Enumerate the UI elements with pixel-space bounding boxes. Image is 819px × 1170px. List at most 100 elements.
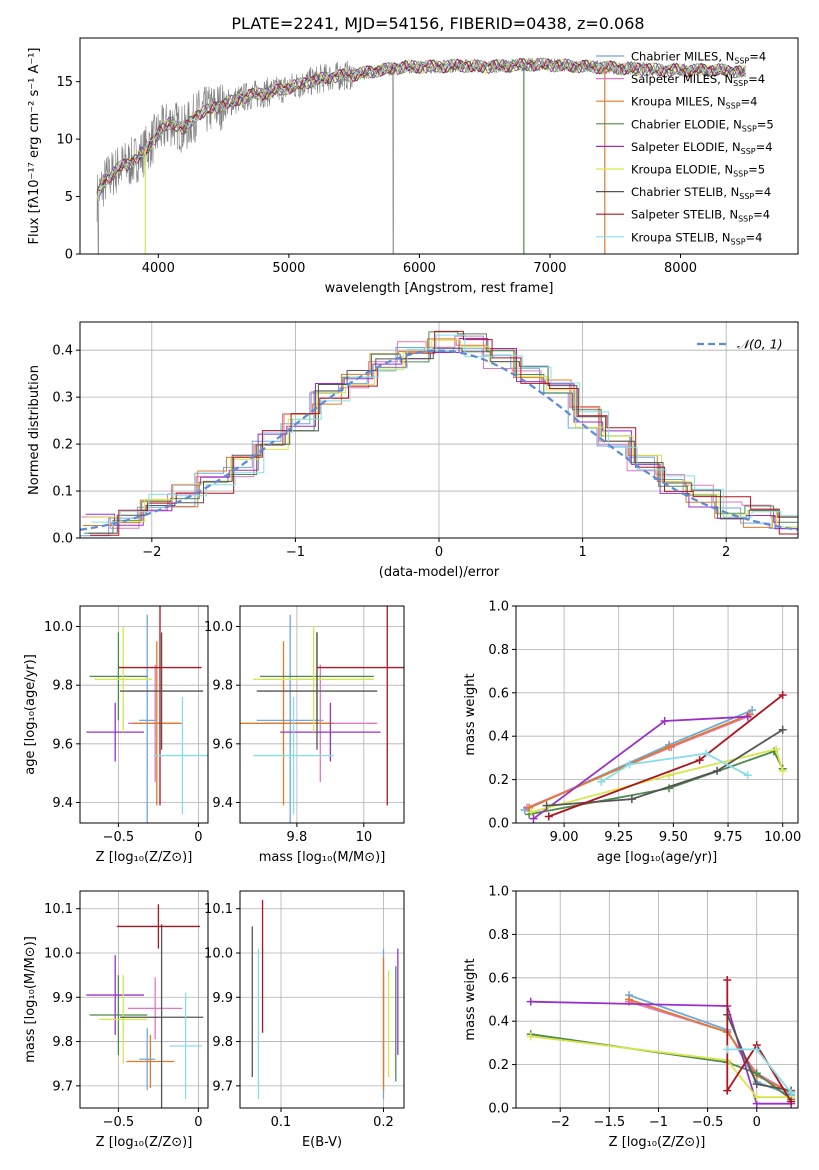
x-tick-label: 8000 [664, 261, 697, 276]
y-axis-label: age [log₁₀(age/yr)] [23, 654, 38, 775]
x-tick-label: 6000 [403, 261, 436, 276]
y-tick-label: 0.8 [488, 928, 509, 943]
y-axis-label: Flux [fλ10⁻¹⁷ erg cm⁻² s⁻¹ A⁻¹] [27, 48, 42, 245]
y-tick-label: 5 [65, 190, 73, 205]
errorbar-point [253, 696, 334, 815]
axes-frame [239, 605, 405, 824]
errorbar-point [128, 977, 183, 1040]
errorbar-point [253, 626, 374, 733]
y-axis-label: mass weight [463, 673, 478, 755]
plot-area [520, 690, 787, 823]
mass-weight-marker [526, 997, 535, 1006]
legend-label: Salpeter MILES, NSSP=4 [631, 72, 765, 88]
errorbar-point [86, 702, 144, 762]
y-tick-label: 0.1 [52, 485, 73, 500]
residual-histogram-step [90, 330, 798, 536]
errorbar-point [120, 632, 204, 750]
errorbar-point [99, 975, 148, 1064]
y-tick-label: 9.6 [212, 737, 233, 752]
x-axis-label: mass [log₁₀(M/M⊙)] [259, 850, 386, 865]
errorbar-point [240, 641, 334, 806]
x-tick-label: 7000 [533, 261, 566, 276]
mass-weight-marker [752, 1093, 761, 1102]
y-tick-label: 9.8 [52, 679, 73, 694]
mass-vs-ebv-panel: 0.1 0.2 9.7 9.8 9.9 10.0 10.1 E(B-V) [204, 890, 405, 1150]
x-tick-label: −1 [649, 1115, 668, 1130]
mass-weight-vs-Z-panel: −2 −1.5 −1 −0.5 0 0.0 0.2 0.4 0.6 0.8 1.0 Z [log₁₀(… [463, 885, 799, 1150]
mass-weight-marker [748, 706, 757, 715]
y-tick-label: 0.8 [488, 643, 509, 658]
y-tick-label: 9.7 [212, 1079, 233, 1094]
x-axis-label: wavelength [Angstrom, rest frame] [325, 281, 554, 296]
mass-weight-marker [542, 801, 551, 810]
mass-weight-marker [723, 1045, 732, 1054]
y-tick-label: 10.0 [44, 947, 73, 962]
errorbar-point [118, 606, 202, 806]
plot-area [96, 57, 746, 254]
axes-frame [79, 890, 209, 1109]
model-spectrum-line [96, 57, 746, 198]
errorbar-point [132, 641, 181, 806]
mass-weight-line [530, 1000, 792, 1105]
y-tick-label: 0.4 [488, 1015, 509, 1030]
plot-area [86, 904, 204, 1108]
mass-weight-marker [752, 1069, 761, 1078]
x-tick-label: 0 [194, 1115, 202, 1130]
axes-frame [79, 37, 799, 255]
mass-weight-marker [772, 745, 781, 754]
x-tick-label: 10.00 [764, 830, 801, 845]
y-tick-label: 10.0 [204, 620, 233, 635]
mass-vs-Z-panel: −0.5 0 9.7 9.8 9.9 10.0 10.1 Z [log₁₀(Z/Z⊙)] mas… [23, 890, 209, 1150]
residuals-panel: −2 −1 0 1 2 0.0 0.1 0.2 0.3 0.4 (data-model)/error… [27, 321, 799, 580]
residual-histogram-step [81, 335, 798, 529]
legend-label: Kroupa MILES, NSSP=4 [631, 95, 757, 111]
residual-histogram-step [88, 347, 798, 534]
errorbar-point [94, 626, 152, 733]
mass-weight-marker [752, 1045, 761, 1054]
y-tick-label: 0.4 [52, 344, 73, 359]
mass-weight-marker [625, 760, 634, 769]
x-tick-label: 9.75 [714, 830, 743, 845]
x-axis-label: E(B-V) [302, 1135, 342, 1150]
errorbar-point [139, 614, 156, 823]
age-vs-Z-panel: −0.5 0 9.4 9.6 9.8 10.0 Z [log₁₀(Z/Z⊙)] age [lo… [23, 605, 209, 865]
y-tick-label: 9.4 [52, 796, 73, 811]
mass-weight-marker [597, 777, 606, 786]
y-tick-label: 0.3 [52, 391, 73, 406]
mass-weight-marker [665, 771, 674, 780]
y-tick-label: 0.0 [52, 532, 73, 547]
observed-spectrum-line [96, 57, 746, 254]
y-tick-label: 0.2 [52, 438, 73, 453]
mass-weight-line [726, 980, 792, 1102]
x-axis-label: age [log₁₀(age/yr)] [597, 850, 718, 865]
x-tick-label: 9.25 [604, 830, 633, 845]
axes-frame [239, 890, 405, 1109]
legend-label: Kroupa ELODIE, NSSP=5 [631, 163, 765, 179]
mass-weight-marker [778, 766, 787, 775]
y-tick-label: 9.8 [212, 679, 233, 694]
errorbar-point [89, 632, 148, 721]
mass-weight-marker [752, 1080, 761, 1089]
legend: Chabrier MILES, NSSP=4 Salpeter MILES, NS… [596, 50, 774, 246]
x-tick-label: 5000 [272, 261, 305, 276]
mass-weight-marker [665, 743, 674, 752]
mass-weight-line [546, 728, 784, 807]
x-tick-label: −0.5 [692, 1115, 724, 1130]
mass-weight-marker [624, 995, 633, 1004]
axes-frame [79, 605, 209, 824]
x-tick-label: −1 [286, 545, 305, 560]
x-tick-label: 0 [194, 830, 202, 845]
y-tick-label: 10.1 [44, 902, 73, 917]
x-tick-label: 10 [356, 830, 373, 845]
legend-label: Chabrier MILES, NSSP=4 [631, 50, 766, 66]
mass-weight-marker [627, 795, 636, 804]
axes-frame [515, 890, 799, 1109]
y-tick-label: 9.8 [52, 1035, 73, 1050]
mass-weight-marker [787, 1097, 796, 1106]
plot-area [86, 606, 208, 823]
y-tick-label: 9.4 [212, 796, 233, 811]
y-tick-label: 1.0 [488, 885, 509, 900]
mass-weight-line [531, 748, 784, 813]
legend-label: Chabrier ELODIE, NSSP=5 [631, 117, 774, 133]
legend-label: Chabrier STELIB, NSSP=4 [631, 185, 771, 201]
